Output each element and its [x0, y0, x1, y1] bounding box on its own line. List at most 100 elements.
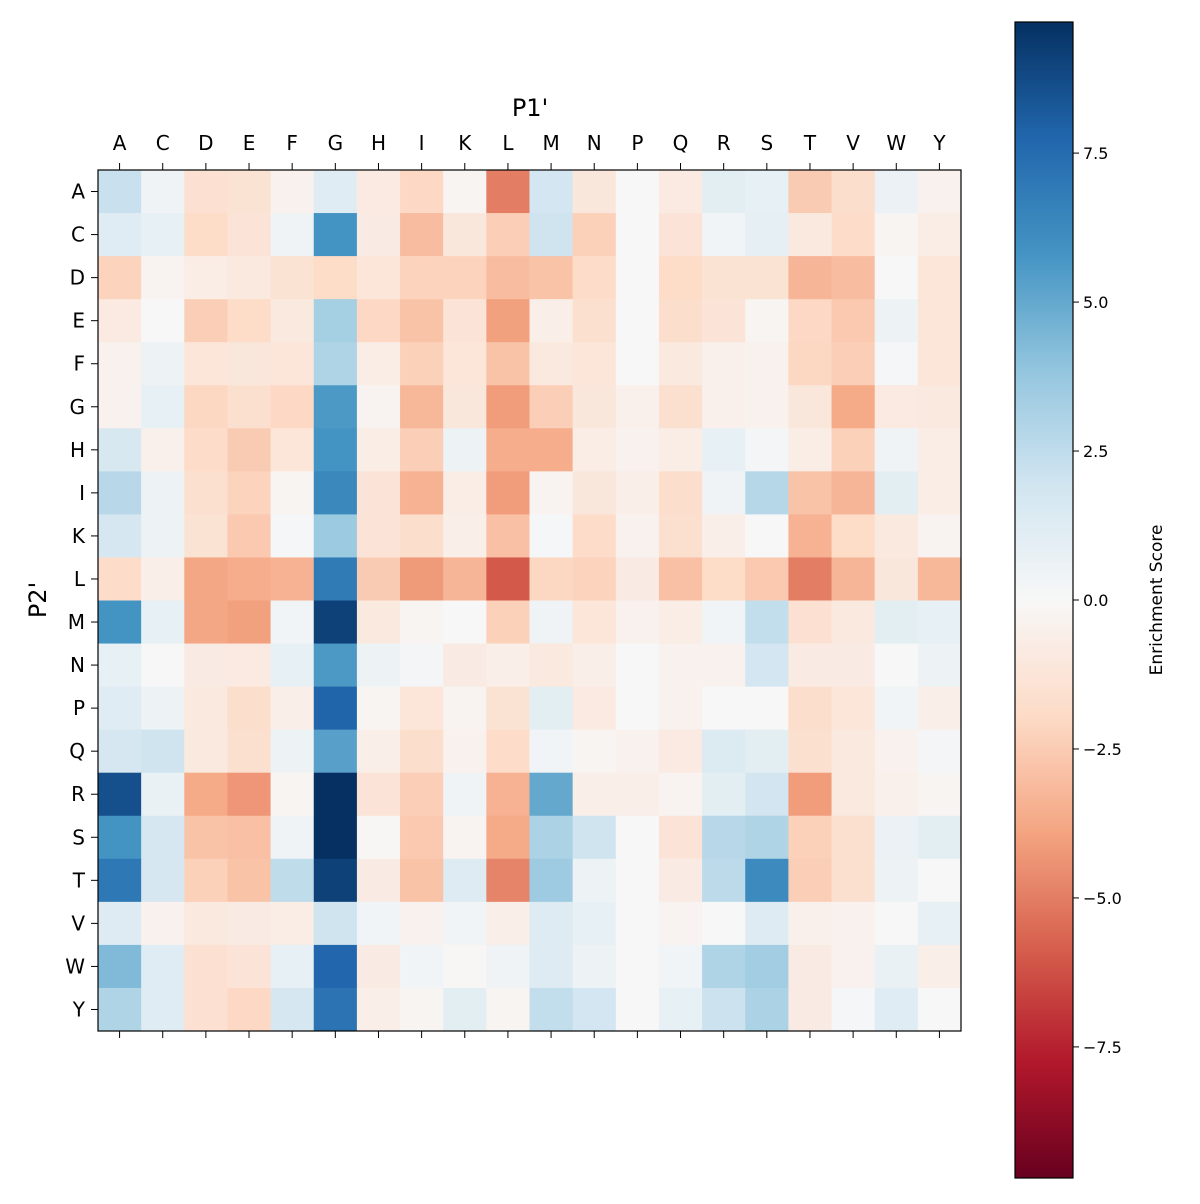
cell-E-Y — [917, 299, 962, 343]
y-tick-label: G — [70, 395, 86, 419]
cell-I-C — [141, 471, 185, 515]
cell-I-A — [98, 471, 142, 515]
cell-G-V — [831, 385, 876, 429]
cell-L-E — [227, 557, 272, 601]
cell-T-G — [313, 858, 358, 903]
cell-K-M — [529, 514, 574, 558]
cell-C-G — [313, 213, 358, 257]
heatmap-frame — [97, 169, 962, 1032]
cell-A-F — [270, 170, 315, 214]
cell-A-K — [443, 170, 487, 214]
cell-E-S — [745, 299, 789, 343]
cell-G-K — [443, 385, 487, 429]
cell-P-I — [400, 686, 444, 731]
cell-E-H — [356, 299, 401, 343]
cell-D-W — [874, 256, 919, 300]
colorbar-tick-label: −7.5 — [1083, 1038, 1122, 1057]
cell-H-G — [313, 428, 358, 472]
cell-Q-R — [702, 729, 746, 774]
cell-S-Y — [917, 815, 962, 860]
cell-K-I — [400, 514, 444, 558]
x-tick-label: F — [286, 131, 298, 155]
colorbar-tick-label: 0.0 — [1083, 591, 1108, 610]
cell-N-N — [572, 643, 617, 688]
x-tick-label: W — [886, 131, 906, 155]
cell-D-Q — [658, 256, 703, 300]
cell-E-F — [270, 299, 315, 343]
cell-I-F — [270, 471, 315, 515]
cell-Y-N — [572, 987, 617, 1032]
cell-F-W — [874, 342, 919, 386]
cell-Y-D — [184, 987, 228, 1032]
cell-V-D — [184, 901, 228, 946]
cell-C-H — [356, 213, 401, 257]
cell-S-W — [874, 815, 919, 860]
y-tick-label: R — [71, 782, 85, 806]
cell-Y-H — [356, 987, 401, 1032]
x-tick-label: V — [846, 131, 860, 155]
cell-Y-W — [874, 987, 919, 1032]
cell-F-H — [356, 342, 401, 386]
cell-S-K — [443, 815, 487, 860]
cell-G-N — [572, 385, 617, 429]
cell-P-N — [572, 686, 617, 731]
cell-D-C — [141, 256, 185, 300]
cell-S-V — [831, 815, 876, 860]
cell-W-N — [572, 944, 617, 989]
x-tick-label: P — [631, 131, 643, 155]
cell-W-C — [141, 944, 185, 989]
cell-G-Y — [917, 385, 962, 429]
cell-D-P — [615, 256, 660, 300]
cell-P-R — [702, 686, 746, 731]
cell-S-L — [486, 815, 530, 860]
colorbar-tick-label: 7.5 — [1083, 144, 1108, 163]
cell-H-D — [184, 428, 228, 472]
y-tick-label: H — [70, 438, 85, 462]
cell-D-V — [831, 256, 876, 300]
cell-K-Y — [917, 514, 962, 558]
cell-T-Y — [917, 858, 962, 903]
cell-G-L — [486, 385, 530, 429]
cell-Q-E — [227, 729, 272, 774]
cell-P-L — [486, 686, 530, 731]
cell-I-N — [572, 471, 617, 515]
cell-T-S — [745, 858, 789, 903]
cell-Y-A — [98, 987, 142, 1032]
cell-S-R — [702, 815, 746, 860]
cell-T-L — [486, 858, 530, 903]
cell-W-G — [313, 944, 358, 989]
cell-W-I — [400, 944, 444, 989]
y-tick-label: S — [72, 825, 85, 849]
colorbar — [1014, 21, 1074, 1179]
cell-A-S — [745, 170, 789, 214]
cell-F-V — [831, 342, 876, 386]
cell-H-I — [400, 428, 444, 472]
cell-R-P — [615, 772, 660, 817]
cell-F-Y — [917, 342, 962, 386]
cell-T-K — [443, 858, 487, 903]
cell-Y-Y — [917, 987, 962, 1032]
cell-A-Q — [658, 170, 703, 214]
cell-L-G — [313, 557, 358, 601]
cell-H-F — [270, 428, 315, 472]
cell-F-T — [788, 342, 833, 386]
cell-E-I — [400, 299, 444, 343]
cell-P-E — [227, 686, 272, 731]
cell-V-S — [745, 901, 789, 946]
x-tick-label: K — [458, 131, 472, 155]
cell-F-D — [184, 342, 228, 386]
cell-A-V — [831, 170, 876, 214]
cell-L-N — [572, 557, 617, 601]
cell-P-D — [184, 686, 228, 731]
cell-Y-C — [141, 987, 185, 1032]
cell-M-E — [227, 600, 272, 645]
cell-R-C — [141, 772, 185, 817]
cell-P-F — [270, 686, 315, 731]
cell-E-D — [184, 299, 228, 343]
cell-D-K — [443, 256, 487, 300]
cell-R-F — [270, 772, 315, 817]
cell-L-H — [356, 557, 401, 601]
x-tick-label: T — [803, 131, 817, 155]
cell-T-I — [400, 858, 444, 903]
cell-G-Q — [658, 385, 703, 429]
